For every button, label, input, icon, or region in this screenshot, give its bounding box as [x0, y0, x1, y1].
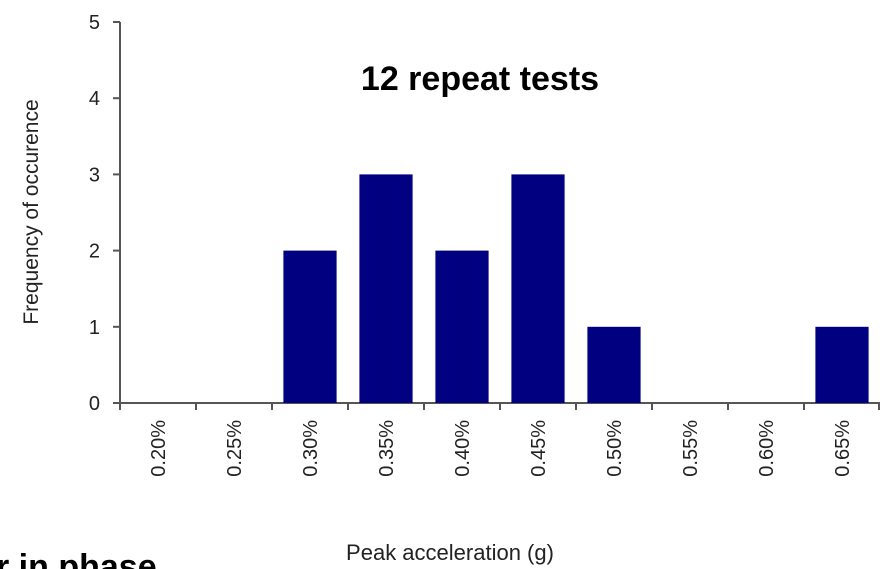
bar	[283, 250, 337, 403]
x-tick-label: 0.25%	[224, 420, 246, 477]
bar	[435, 250, 489, 403]
y-tick-label: 1	[89, 317, 100, 339]
bar	[511, 174, 565, 403]
y-axis-label: Frequency of occurence	[20, 99, 43, 324]
x-tick-label: 0.35%	[376, 420, 398, 477]
footer-text: r in phase	[0, 548, 157, 569]
bar	[587, 326, 641, 403]
y-tick-label: 5	[89, 12, 100, 34]
x-axis-label: Peak acceleration (g)	[346, 540, 554, 565]
y-tick-label: 4	[89, 88, 100, 110]
y-tick-label: 2	[89, 241, 100, 263]
x-tick-label: 0.50%	[604, 420, 626, 477]
bar	[815, 326, 869, 403]
x-tick-label: 0.60%	[756, 420, 778, 477]
x-tick-label: 0.65%	[832, 420, 854, 477]
x-tick-label: 0.20%	[148, 420, 170, 477]
x-tick-label: 0.30%	[300, 420, 322, 477]
x-tick-label: 0.40%	[452, 420, 474, 477]
x-tick-label: 0.55%	[680, 420, 702, 477]
annotation: 12 repeat tests	[361, 60, 599, 98]
x-tick-label: 0.45%	[528, 420, 550, 477]
y-tick-label: 3	[89, 164, 100, 186]
bar	[359, 174, 413, 403]
y-tick-label: 0	[89, 393, 100, 415]
